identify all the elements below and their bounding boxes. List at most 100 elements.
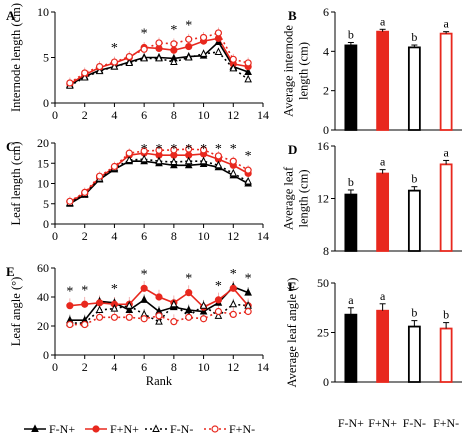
y-tick-label: 50 xyxy=(317,276,329,290)
x-tick-label: 8 xyxy=(171,229,177,243)
data-point-F-N- xyxy=(229,168,238,177)
y-axis-label: Average leaflength (cm) xyxy=(281,166,310,230)
x-tick-label: 6 xyxy=(141,229,147,243)
x-tick-label: 6 xyxy=(141,360,147,374)
data-point-F+N- xyxy=(140,315,148,323)
data-point-F-N- xyxy=(170,157,178,166)
category-label: F+N+ xyxy=(368,416,397,430)
data-point-F+N- xyxy=(214,307,223,316)
y-tick-label: 10 xyxy=(37,5,49,19)
significance-letter: b xyxy=(411,30,417,44)
data-point-F+N+ xyxy=(229,284,237,292)
data-point-F+N- xyxy=(110,313,119,321)
data-point-F+N- xyxy=(199,315,208,323)
data-point-F+N- xyxy=(185,35,193,43)
y-tick-label: 2 xyxy=(323,84,329,98)
significance-star: * xyxy=(245,272,252,287)
significance-letter: b xyxy=(348,175,354,189)
y-axis-label: Average leaf angle (°) xyxy=(285,278,299,388)
significance-star: * xyxy=(141,26,148,41)
x-tick-label: 0 xyxy=(52,229,58,243)
data-point-F+N+ xyxy=(81,300,89,308)
data-point-F-N+ xyxy=(125,305,134,314)
data-point-F+N+ xyxy=(66,302,74,310)
data-point-F-N- xyxy=(244,74,252,83)
data-point-F+N- xyxy=(199,146,208,154)
significance-star: * xyxy=(141,142,148,157)
x-tick-label: 8 xyxy=(171,360,177,374)
category-label: F-N+ xyxy=(338,416,364,430)
data-point-F+N- xyxy=(214,152,223,160)
legend: F-N+ F+N+ F-N- F+N- xyxy=(24,422,255,436)
x-tick-label: 12 xyxy=(227,108,239,122)
y-tick-label: 15 xyxy=(37,156,49,170)
data-point-F+N- xyxy=(66,197,74,205)
panel-letter: D xyxy=(288,142,297,157)
data-point-F-N- xyxy=(155,53,163,62)
x-tick-label: 10 xyxy=(198,108,210,122)
data-point-F-N+ xyxy=(244,67,252,76)
data-point-F+N- xyxy=(81,188,89,197)
x-tick-label: 4 xyxy=(111,229,117,243)
y-tick-label: 0 xyxy=(43,348,49,362)
y-tick-label: 8 xyxy=(323,244,329,258)
x-tick-label: 14 xyxy=(257,229,269,243)
significance-letter: a xyxy=(380,155,386,169)
bar-F+N+ xyxy=(376,309,390,383)
data-point-F-N- xyxy=(125,301,134,309)
data-point-F+N- xyxy=(199,33,208,42)
y-tick-label: 0 xyxy=(323,123,329,137)
data-point-F-N- xyxy=(140,154,148,163)
significance-star: * xyxy=(141,267,148,282)
y-tick-label: 6 xyxy=(323,5,329,19)
significance-star: * xyxy=(185,272,192,287)
x-tick-label: 2 xyxy=(82,108,88,122)
legend-label-F-N+: F-N+ xyxy=(49,422,75,436)
significance-letter: b xyxy=(411,306,417,320)
significance-letter: b xyxy=(411,172,417,186)
data-point-F+N- xyxy=(155,312,163,320)
data-point-F+N- xyxy=(81,320,89,329)
data-point-F+N- xyxy=(155,39,163,47)
significance-star: * xyxy=(185,18,192,33)
panel-e: E 0 20 40 60 0 2 4 6 8 10 12 14 Leaf angle (°) Rank * * *… xyxy=(6,261,269,388)
significance-letter: a xyxy=(380,14,386,28)
data-point-F+N- xyxy=(66,320,74,329)
data-point-F-N- xyxy=(155,317,163,325)
y-axis-label: Leaf length (cm) xyxy=(9,142,23,226)
data-point-F-N- xyxy=(229,63,238,72)
data-point-F-N- xyxy=(155,156,163,165)
legend-marker-F+N- xyxy=(211,425,219,433)
significance-star: * xyxy=(230,267,237,282)
bar-F-N+ xyxy=(344,193,358,252)
data-point-F-N- xyxy=(229,299,238,308)
significance-star: * xyxy=(245,149,252,164)
y-axis-label: Average internodelength (cm) xyxy=(281,25,310,117)
y-tick-label: 0 xyxy=(43,96,49,110)
data-point-F-N+ xyxy=(140,295,148,303)
panel-letter: B xyxy=(288,8,297,23)
data-point-F-N+ xyxy=(244,288,252,296)
panel-letter: A xyxy=(6,8,16,23)
data-point-F-N+ xyxy=(184,160,193,169)
panel-letter: E xyxy=(6,264,15,279)
x-tick-label: 12 xyxy=(227,229,239,243)
data-point-F+N+ xyxy=(95,299,104,307)
data-point-F-N- xyxy=(170,57,178,66)
panel-a: A 0 5 10 0 2 4 6 8 10 12 14 Internode length (cm) * * *… xyxy=(6,3,269,122)
x-tick-label: 0 xyxy=(52,108,58,122)
data-point-F+N- xyxy=(140,147,148,155)
data-point-F+N+ xyxy=(140,284,148,292)
significance-star: * xyxy=(81,283,88,298)
y-tick-label: 0 xyxy=(323,375,329,389)
data-point-F+N- xyxy=(140,45,148,53)
data-point-F-N- xyxy=(125,58,134,66)
data-point-F-N- xyxy=(80,72,89,81)
bar-F+N- xyxy=(439,163,453,252)
data-point-F+N- xyxy=(244,307,252,316)
significance-star: * xyxy=(111,41,118,56)
legend-marker-F-N+ xyxy=(31,424,39,432)
data-point-F+N- xyxy=(125,52,133,61)
panel-letter: C xyxy=(6,139,15,154)
significance-letter: b xyxy=(443,308,449,322)
